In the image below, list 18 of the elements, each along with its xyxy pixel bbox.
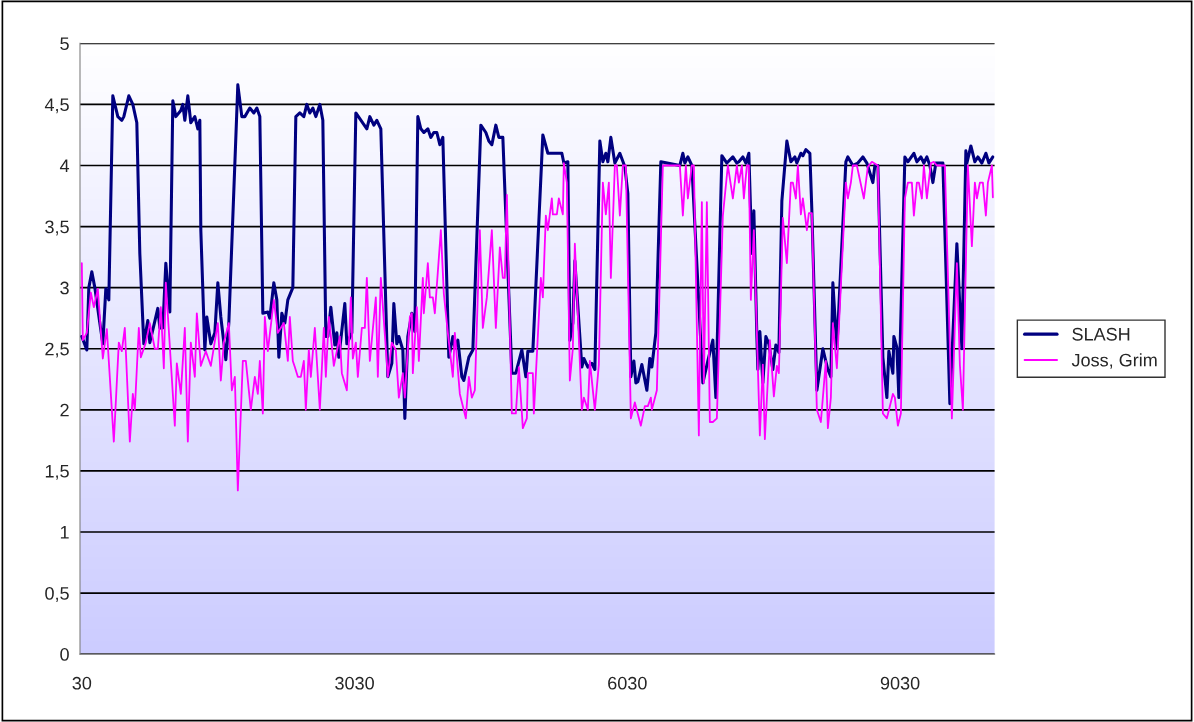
y-tick-label: 1 <box>60 526 69 539</box>
y-tick-label: 2 <box>60 403 69 417</box>
x-tick-label: 6030 <box>608 676 647 690</box>
line-series <box>80 160 994 492</box>
y-tick-label: 4 <box>59 159 70 173</box>
y-tick-label: 1,5 <box>45 465 69 480</box>
y-tick-label: 5 <box>60 37 69 51</box>
y-tick-label: 2,5 <box>45 342 69 358</box>
y-tick-label: 4,5 <box>44 98 69 114</box>
y-tick-label: 3,5 <box>45 220 69 236</box>
y-tick-label: 0,5 <box>45 586 69 602</box>
legend-label: SLASH <box>1072 327 1130 341</box>
x-tick-label: 3030 <box>335 676 374 690</box>
y-tick-label: 0 <box>60 648 69 661</box>
legend-label: Joss, Grim <box>1071 353 1157 369</box>
x-tick-label: 30 <box>72 676 92 690</box>
y-tick-label: 3 <box>60 281 69 295</box>
x-tick-label: 9030 <box>880 676 920 690</box>
